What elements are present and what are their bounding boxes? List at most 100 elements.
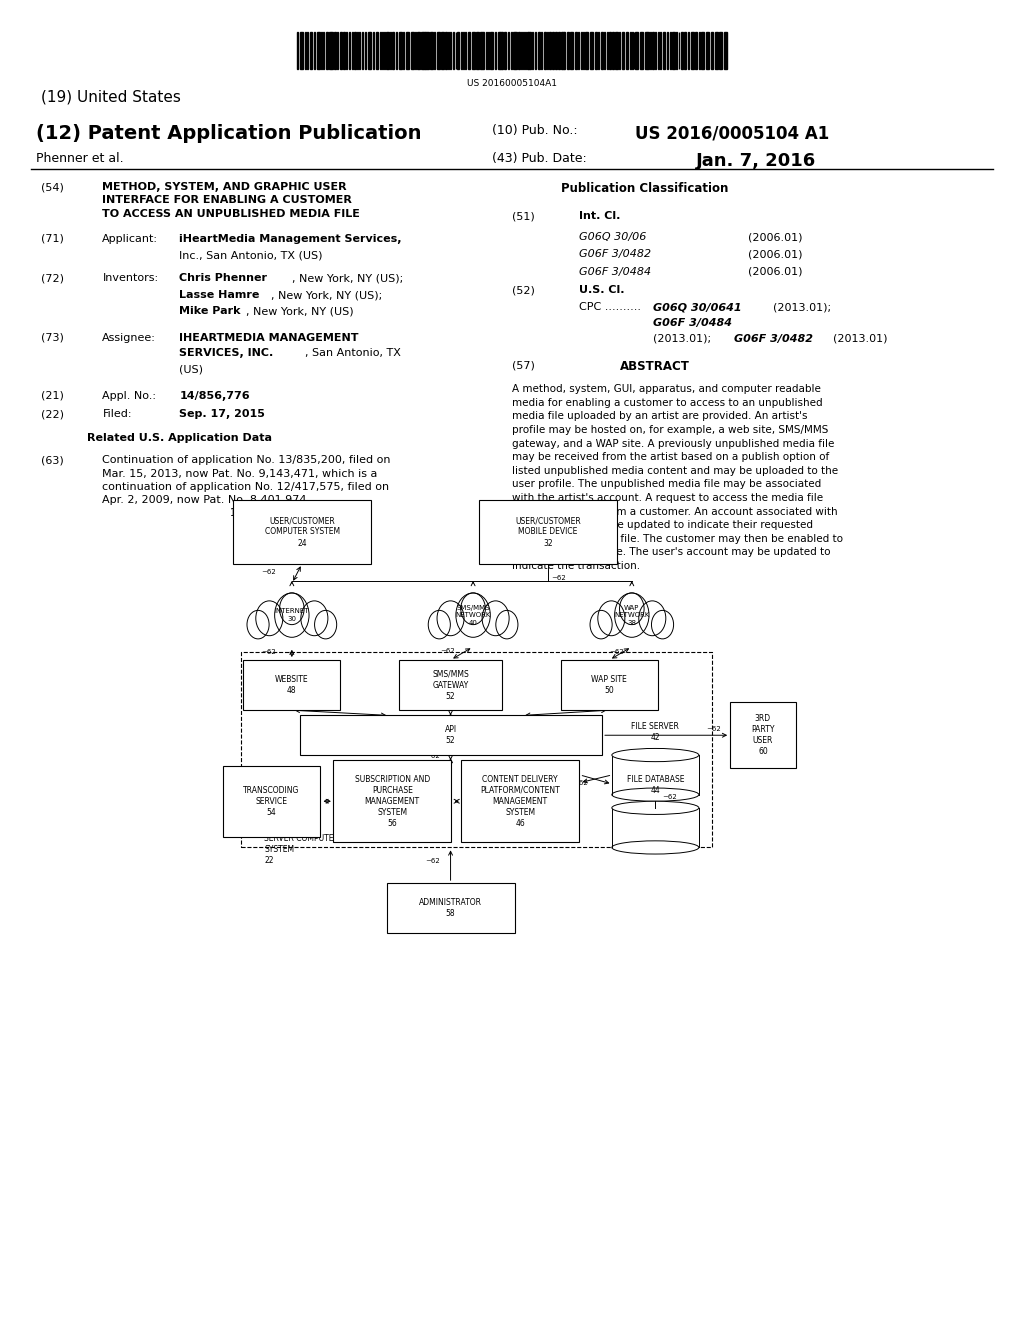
Text: USER/CUSTOMER
COMPUTER SYSTEM
24: USER/CUSTOMER COMPUTER SYSTEM 24 [264,516,340,548]
Bar [684,32,686,69]
Text: Int. Cl.: Int. Cl. [579,211,620,222]
Bar [368,32,370,69]
FancyBboxPatch shape [334,760,451,842]
Text: ~62: ~62 [261,569,275,574]
Text: ~62: ~62 [663,795,677,800]
Text: Continuation of application No. 13/835,200, filed on
Mar. 15, 2013, now Pat. No.: Continuation of application No. 13/835,2… [102,455,391,506]
Bar [489,32,493,69]
Circle shape [651,610,674,639]
Text: (US): (US) [179,364,203,375]
Bar [663,32,665,69]
Bar [652,32,654,69]
Text: (72): (72) [41,273,63,284]
Bar [513,32,515,69]
Bar [358,32,360,69]
Bar [458,32,460,69]
Bar [715,32,718,69]
FancyBboxPatch shape [461,760,580,842]
Bar [532,32,534,69]
Bar [672,32,675,69]
Text: ~62: ~62 [254,816,268,821]
Bar [670,32,671,69]
Text: SERVER COMPUTER
SYSTEM
22: SERVER COMPUTER SYSTEM 22 [264,834,339,866]
Text: ~62: ~62 [609,649,624,655]
Circle shape [437,601,464,636]
Bar [620,32,621,69]
Text: 3RD
PARTY
USER
60: 3RD PARTY USER 60 [752,714,774,756]
Bar [485,32,486,69]
Bar [521,32,522,69]
Circle shape [280,593,304,624]
Bar [468,32,470,69]
Text: G06F 3/0482: G06F 3/0482 [579,249,650,260]
Bar [659,32,660,69]
Text: API
52: API 52 [444,725,457,746]
Text: Lasse Hamre: Lasse Hamre [179,290,259,301]
Text: ~62: ~62 [358,816,373,821]
Text: METHOD, SYSTEM, AND GRAPHIC USER
INTERFACE FOR ENABLING A CUSTOMER
TO ACCESS AN : METHOD, SYSTEM, AND GRAPHIC USER INTERFA… [102,182,360,219]
Bar [332,32,333,69]
Bar [356,32,358,69]
Bar [476,32,479,69]
Text: Jan. 7, 2016: Jan. 7, 2016 [696,152,816,170]
Bar [647,32,648,69]
Bar [612,32,614,69]
Circle shape [428,610,451,639]
Text: , New York, NY (US);: , New York, NY (US); [292,273,403,284]
Bar [545,32,546,69]
Text: Chris Phenner: Chris Phenner [179,273,267,284]
Bar [650,32,651,69]
Text: (2013.01);: (2013.01); [773,302,831,313]
Bar [706,32,709,69]
Bar [724,32,727,69]
Bar [463,32,464,69]
Text: Mike Park: Mike Park [179,306,241,317]
Circle shape [482,601,509,636]
Circle shape [247,610,269,639]
Bar [329,32,331,69]
Bar [310,32,312,69]
Bar [390,32,391,69]
Bar [552,32,554,69]
Circle shape [496,610,518,639]
Text: INTERNET
30: INTERNET 30 [274,609,309,622]
Bar [501,32,502,69]
Bar [711,32,713,69]
Bar [681,32,683,69]
Text: (54): (54) [41,182,63,193]
Bar [340,32,342,69]
Bar [528,32,530,69]
Bar [411,32,414,69]
Text: ~62: ~62 [551,576,565,581]
Bar [549,32,551,69]
Text: G06F 3/0484: G06F 3/0484 [653,318,732,329]
Text: 100: 100 [230,508,249,519]
Text: IHEARTMEDIA MANAGEMENT: IHEARTMEDIA MANAGEMENT [179,333,358,343]
Bar [472,32,475,69]
Bar [326,32,328,69]
Text: SMS/MMS
NETWORK
40: SMS/MMS NETWORK 40 [456,605,490,626]
Bar [538,32,540,69]
Bar [417,32,420,69]
Bar [376,32,378,69]
Text: (2013.01);: (2013.01); [653,334,712,345]
Circle shape [461,593,485,624]
Text: WEBSITE
48: WEBSITE 48 [275,675,308,696]
Bar [601,32,603,69]
Text: (12) Patent Application Publication: (12) Patent Application Publication [36,124,421,143]
Text: (2006.01): (2006.01) [748,249,802,260]
Bar [607,32,608,69]
Bar [362,32,364,69]
Bar [346,32,347,69]
Bar [352,32,353,69]
Bar [317,32,321,69]
Text: TRANSCODING
SERVICE
54: TRANSCODING SERVICE 54 [243,785,300,817]
Bar [574,32,577,69]
Text: (2006.01): (2006.01) [748,232,802,243]
Bar [578,32,579,69]
Text: USER/CUSTOMER
MOBILE DEVICE
32: USER/CUSTOMER MOBILE DEVICE 32 [515,516,581,548]
Bar [635,32,638,69]
Bar [622,32,624,69]
Circle shape [274,593,309,638]
Bar [498,32,500,69]
